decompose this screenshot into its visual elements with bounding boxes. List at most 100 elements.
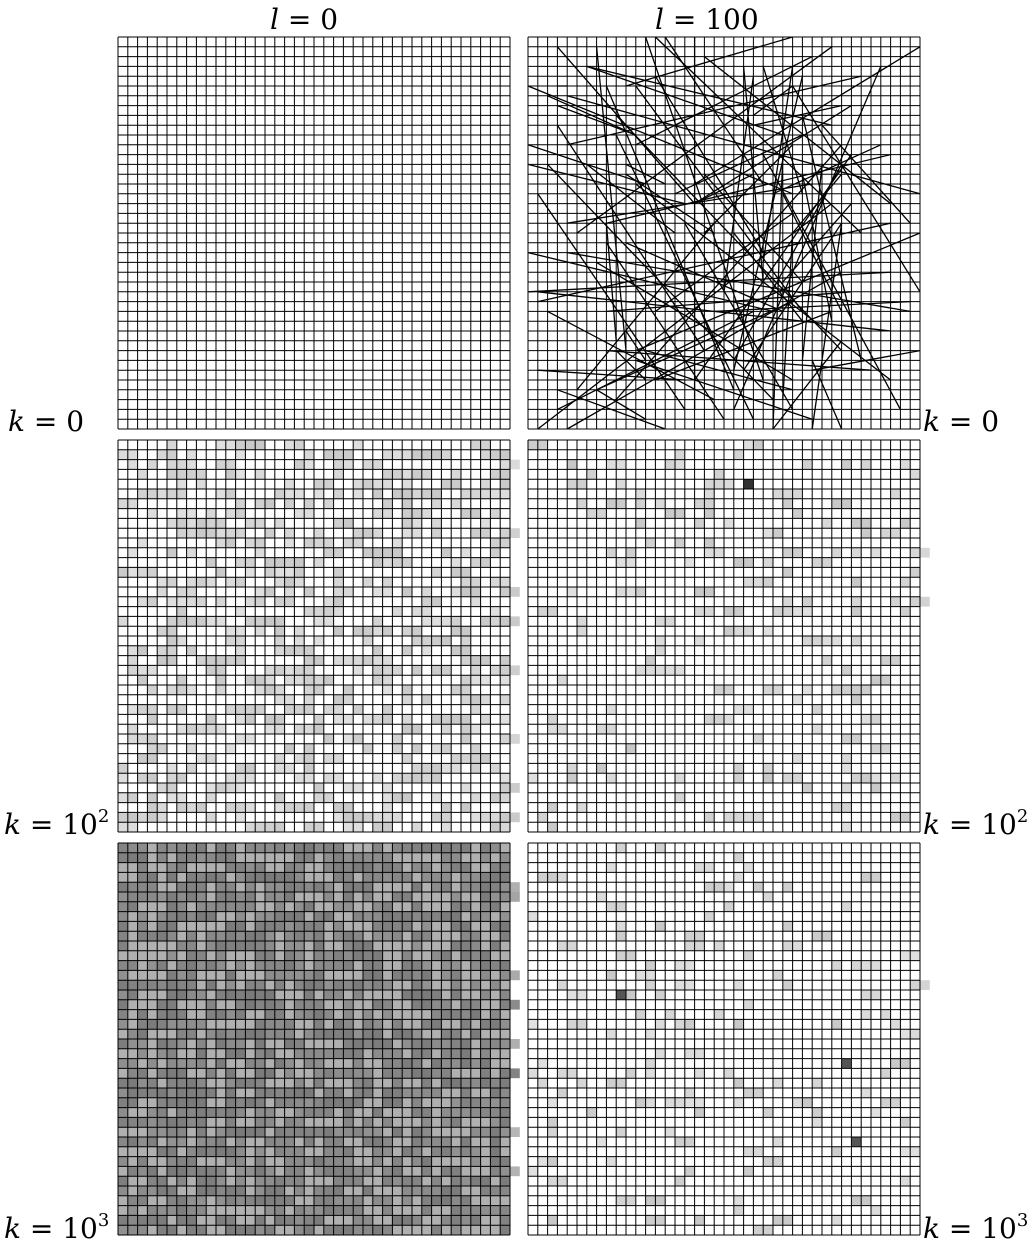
- random-link: [733, 66, 882, 410]
- density-cell: [480, 714, 491, 725]
- density-cell: [294, 999, 305, 1010]
- density-cell: [480, 479, 491, 489]
- density-cell: [314, 1009, 324, 1020]
- density-cell: [314, 970, 324, 981]
- density-cell: [900, 1176, 911, 1186]
- density-cell: [235, 872, 246, 883]
- density-cell: [235, 1009, 246, 1020]
- density-cell: [363, 911, 373, 922]
- density-cell: [323, 606, 334, 617]
- density-cell: [616, 921, 626, 932]
- density-cell: [802, 1097, 813, 1108]
- random-link: [753, 85, 793, 116]
- density-cell: [831, 1146, 842, 1157]
- density-cell: [225, 783, 236, 793]
- random-link: [547, 310, 715, 401]
- density-cell: [157, 843, 167, 853]
- density-cell: [186, 645, 197, 656]
- density-cell: [294, 1039, 305, 1049]
- density-cell: [265, 528, 275, 538]
- density-cell: [127, 990, 138, 1000]
- density-cell: [880, 1068, 891, 1079]
- density-cell: [480, 1186, 491, 1196]
- density-cell: [431, 518, 442, 529]
- density-cell: [118, 931, 128, 941]
- density-cell: [480, 970, 491, 981]
- random-link: [606, 291, 852, 313]
- density-cell: [822, 655, 832, 666]
- density-cell: [490, 1019, 501, 1030]
- density-cell: [412, 469, 422, 480]
- density-cell: [402, 773, 412, 783]
- density-cell: [323, 773, 334, 783]
- density-cell: [274, 1029, 285, 1039]
- density-cell: [167, 1048, 177, 1059]
- density-cell: [167, 704, 177, 715]
- density-cell: [421, 1078, 432, 1088]
- density-cell: [461, 734, 471, 744]
- random-link: [625, 330, 647, 361]
- random-link: [625, 173, 715, 234]
- density-cell: [284, 498, 295, 509]
- density-cell: [412, 931, 422, 941]
- density-cell: [431, 636, 442, 646]
- density-cell: [225, 655, 236, 666]
- density-cell: [157, 911, 167, 922]
- density-cell: [147, 812, 158, 823]
- density-cell: [441, 1039, 452, 1049]
- density-cell: [314, 1058, 324, 1069]
- density-cell: [353, 1058, 363, 1069]
- density-cell: [851, 606, 862, 617]
- density-cell: [314, 557, 324, 568]
- density-cell: [645, 538, 656, 548]
- density-cell: [626, 743, 636, 754]
- density-cell: [216, 1166, 226, 1177]
- column-var: l: [270, 3, 279, 36]
- density-cell: [490, 1127, 501, 1137]
- density-cell: [333, 1127, 344, 1137]
- density-cell: [118, 843, 128, 853]
- density-cell: [265, 1107, 275, 1118]
- density-cell: [900, 577, 911, 587]
- density-cell: [480, 960, 491, 971]
- density-cell: [402, 1058, 412, 1069]
- density-cell: [382, 1117, 393, 1128]
- density-cell: [127, 1137, 138, 1147]
- density-cell: [353, 990, 363, 1000]
- density-cell: [451, 862, 461, 873]
- density-cell: [694, 636, 705, 646]
- density-cell: [235, 1176, 246, 1186]
- density-cell: [235, 449, 246, 460]
- density-cell: [167, 616, 177, 627]
- density-cell: [763, 773, 773, 783]
- density-cell: [500, 714, 510, 725]
- column-header-l0: l = 0: [270, 6, 338, 34]
- density-cell: [196, 518, 207, 529]
- density-cell: [861, 1088, 871, 1098]
- density-cell: [196, 753, 207, 764]
- density-cell: [382, 792, 393, 803]
- density-cell: [470, 999, 481, 1010]
- density-cell: [733, 449, 744, 460]
- density-cell: [323, 892, 334, 902]
- density-cell: [245, 763, 256, 774]
- density-cell: [577, 616, 587, 627]
- density-cell: [500, 911, 510, 922]
- density-cell: [333, 773, 344, 783]
- density-cell: [216, 1039, 226, 1049]
- density-cell: [235, 440, 246, 450]
- random-link: [586, 65, 784, 136]
- density-cell: [137, 1048, 148, 1059]
- density-cell: [372, 862, 383, 873]
- density-cell: [127, 1195, 138, 1206]
- density-cell: [382, 557, 393, 568]
- density-cell: [441, 636, 452, 646]
- density-cell: [871, 783, 881, 793]
- density-cell: [255, 1215, 265, 1226]
- density-cell: [567, 459, 577, 470]
- density-cell: [724, 1068, 734, 1079]
- density-cell: [147, 872, 158, 883]
- density-cell: [206, 1107, 216, 1118]
- density-cell: [392, 862, 403, 873]
- density-cell: [684, 1088, 695, 1098]
